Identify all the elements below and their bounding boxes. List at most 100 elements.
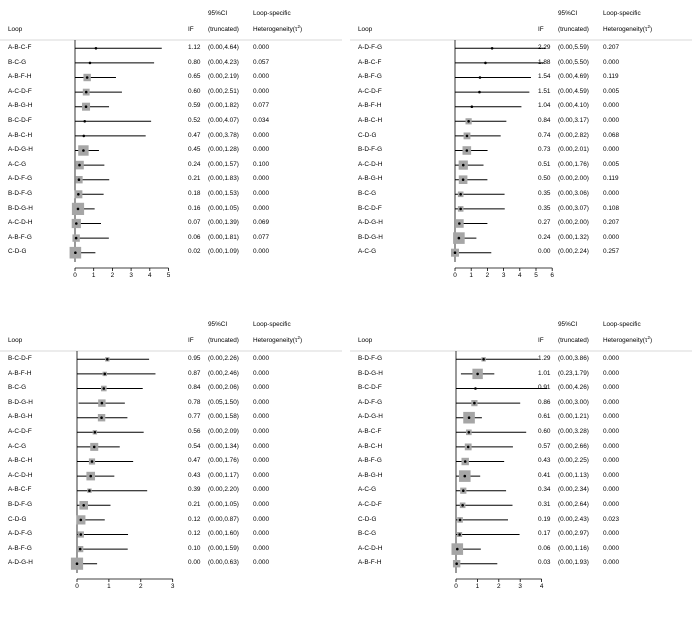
- heterogeneity-text: Heterogeneity(τ: [603, 337, 648, 344]
- loop-label: A-B-G-H: [8, 102, 33, 110]
- point-estimate: [463, 460, 467, 463]
- header-loop: Loop: [358, 337, 373, 344]
- loop-label: A-D-F-G: [358, 44, 383, 51]
- point-estimate: [484, 61, 487, 65]
- point-estimate: [75, 222, 78, 225]
- point-estimate: [455, 547, 459, 551]
- ci-value: (0.00,4.26): [558, 384, 589, 392]
- loop-row: A-D-F-G 0.86 (0.00,3.00) 0.000: [350, 396, 700, 410]
- ci-value: (0.00,2.00): [558, 219, 589, 227]
- ci-value: (0.00,2.43): [558, 515, 589, 523]
- point-estimate: [474, 387, 477, 390]
- if-value: 0.47: [188, 457, 201, 465]
- loop-label: B-D-F-G: [8, 190, 33, 197]
- x-tick-label: 3: [129, 272, 133, 279]
- ci-value: (0.00,1.13): [558, 471, 589, 479]
- loop-row: A-D-F-G 0.21 (0.00,1.83) 0.000: [0, 172, 350, 186]
- point-estimate: [84, 105, 88, 108]
- heterogeneity-value: 0.000: [603, 530, 619, 538]
- ci-value: (0.00,2.01): [558, 146, 589, 154]
- header-heterogeneity: Loop-specific: [603, 321, 641, 328]
- if-value: 0.95: [188, 355, 201, 362]
- if-value: 0.60: [188, 87, 201, 95]
- point-estimate: [490, 47, 494, 50]
- heterogeneity-value: 0.000: [253, 384, 269, 392]
- loop-label: A-B-C-H: [358, 442, 383, 450]
- forest-panel-top-left: Loop IF 95%CI (truncated) Loop-specific Heter…: [0, 0, 350, 310]
- heterogeneity-value: 0.000: [603, 102, 619, 110]
- heterogeneity-value: 0.000: [253, 530, 269, 538]
- point-estimate: [74, 251, 77, 254]
- x-tick-label: 3: [170, 583, 175, 590]
- if-value: 0.54: [188, 442, 201, 450]
- loop-label: A-B-F-H: [8, 73, 32, 81]
- ci-value: (0.00,2.34): [558, 486, 589, 494]
- ci-value: (0.00,2.51): [208, 87, 239, 95]
- loop-row: A-B-F-G 0.06 (0.00,1.81) 0.077: [0, 231, 350, 245]
- heterogeneity-value: 0.000: [603, 146, 619, 154]
- loop-label: A-C-G: [8, 442, 27, 450]
- heterogeneity-value: 0.119: [603, 175, 619, 183]
- loop-row: A-B-G-H 0.77 (0.00,1.58) 0.000: [0, 410, 350, 424]
- ci-value: (0.00,4.69): [558, 73, 589, 81]
- ci-value: (0.00,3.78): [208, 131, 239, 139]
- loop-row: B-C-G 0.35 (0.00,3.06) 0.000: [350, 187, 700, 201]
- point-estimate: [75, 562, 79, 565]
- if-value: 1.12: [188, 44, 201, 51]
- heterogeneity-value: 0.000: [603, 471, 619, 479]
- ci-value: (0.00,2.82): [558, 131, 589, 139]
- x-tick-label: 0: [75, 583, 79, 590]
- loop-row: A-B-C-F 1.12 (0.00,4.64) 0.000: [0, 41, 350, 55]
- heterogeneity-value: 0.000: [253, 248, 269, 256]
- loop-label: A-B-C-F: [358, 428, 382, 435]
- ci-value: (0.00,1.82): [208, 102, 239, 110]
- loop-row: A-C-D-F 1.51 (0.00,4.59) 0.005: [350, 85, 700, 99]
- x-tick-label: 2: [485, 272, 490, 279]
- heterogeneity-value: 0.000: [253, 131, 269, 139]
- heterogeneity-value: 0.000: [253, 413, 269, 421]
- ci-value: (0.00,0.63): [208, 559, 239, 567]
- heterogeneity-value: 0.108: [603, 204, 619, 212]
- heterogeneity-value: 0.207: [603, 44, 619, 51]
- ci-value: (0.00,1.58): [208, 413, 239, 421]
- loop-label: A-C-D-H: [358, 160, 383, 168]
- if-value: 0.16: [188, 204, 201, 212]
- heterogeneity-value: 0.000: [253, 87, 269, 95]
- if-value: 0.86: [538, 398, 551, 406]
- point-estimate: [103, 372, 107, 376]
- point-estimate: [455, 562, 458, 565]
- heterogeneity-value: 0.000: [253, 457, 269, 465]
- if-value: 0.84: [188, 384, 201, 392]
- loop-row: A-B-F-H 0.03 (0.00,1.93) 0.000: [350, 556, 700, 570]
- loop-label: A-B-C-H: [8, 457, 33, 465]
- loop-row: A-B-F-H 0.65 (0.00,2.19) 0.000: [0, 70, 350, 84]
- forest-plot-svg: [0, 39, 342, 271]
- point-estimate: [90, 460, 94, 463]
- x-tick-label: 1: [91, 272, 96, 279]
- loop-label: A-B-F-G: [358, 73, 382, 81]
- if-value: 0.84: [538, 117, 551, 124]
- loop-row: A-D-F-G 0.12 (0.00,1.60) 0.000: [0, 527, 350, 541]
- point-estimate: [473, 401, 476, 405]
- heterogeneity-value: 0.000: [603, 442, 619, 450]
- ci-value: (0.00,3.07): [558, 204, 589, 212]
- if-value: 0.12: [188, 530, 201, 538]
- header-heterogeneity: Loop-specific: [253, 321, 291, 328]
- point-estimate: [467, 120, 470, 123]
- header-heterogeneity-formula: Heterogeneity(τ2): [253, 335, 302, 345]
- ci-value: (0.00,3.06): [558, 190, 589, 197]
- loop-row: B-D-G-H 1.01 (0.23,1.79) 0.000: [350, 367, 700, 381]
- if-value: 0.87: [188, 369, 201, 377]
- x-tick-label: 4: [518, 272, 522, 279]
- loop-label: C-D-G: [8, 515, 27, 523]
- if-value: 0.24: [538, 233, 551, 241]
- loop-row: A-B-C-H 0.57 (0.00,2.66) 0.000: [350, 440, 700, 454]
- ci-value: (0.00,1.21): [558, 413, 589, 421]
- heterogeneity-value: 0.034: [253, 117, 269, 124]
- heterogeneity-text: Heterogeneity(τ: [603, 26, 648, 33]
- loop-row: B-C-D-F 0.91 (0.00,4.26) 0.000: [350, 381, 700, 395]
- point-estimate: [100, 416, 103, 419]
- if-value: 0.03: [538, 559, 551, 567]
- loop-row: A-B-G-H 0.59 (0.00,1.82) 0.077: [0, 99, 350, 113]
- point-estimate: [465, 134, 469, 138]
